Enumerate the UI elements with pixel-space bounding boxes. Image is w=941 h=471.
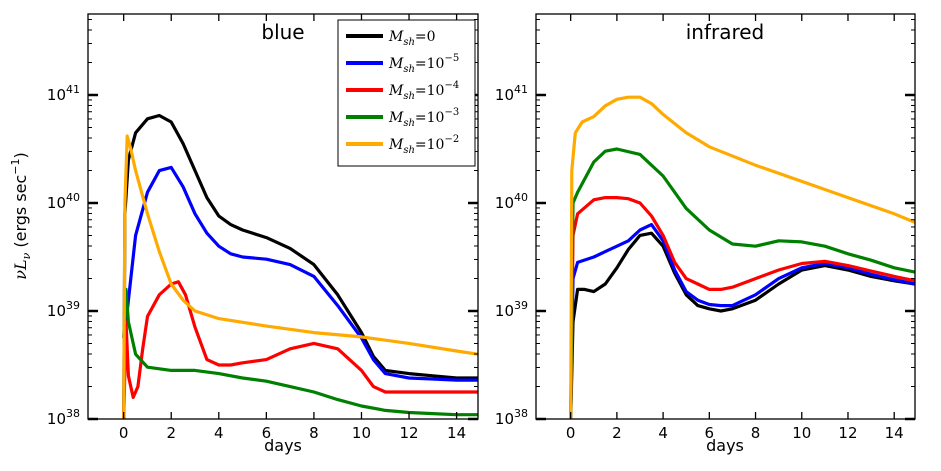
legend-label: Msh=10−3 bbox=[388, 107, 459, 129]
series-line-3 bbox=[569, 147, 915, 419]
y-label-L: L bbox=[11, 259, 30, 271]
x-tick-label: 8 bbox=[309, 424, 319, 442]
series-line-1 bbox=[569, 223, 915, 419]
x-tick-label: 2 bbox=[612, 424, 622, 442]
y-tick-label: 1040 bbox=[47, 191, 80, 212]
x-tick-label: 2 bbox=[166, 424, 176, 442]
x-tick-label: 12 bbox=[399, 424, 418, 442]
y-tick-label: 1040 bbox=[495, 191, 528, 212]
x-tick-label: 0 bbox=[566, 424, 576, 442]
panel-title: infrared bbox=[686, 20, 765, 44]
x-tick-label: 4 bbox=[214, 424, 224, 442]
x-tick-label: 12 bbox=[838, 424, 857, 442]
y-label-nu: ν bbox=[11, 270, 30, 280]
x-tick-label: 10 bbox=[352, 424, 371, 442]
panel-title: blue bbox=[261, 20, 304, 44]
x-tick-label: 8 bbox=[751, 424, 761, 442]
series-line-4 bbox=[569, 95, 915, 419]
series-line-1 bbox=[122, 165, 478, 419]
y-label-exp: −1 bbox=[9, 158, 22, 174]
series-line-0 bbox=[122, 113, 478, 419]
x-tick-label: 6 bbox=[262, 424, 272, 442]
legend-label: Msh=10−5 bbox=[388, 53, 459, 75]
legend-label: Msh=10−4 bbox=[388, 80, 459, 102]
x-tick-label: 14 bbox=[885, 424, 904, 442]
plot-frame bbox=[87, 13, 479, 420]
y-axis-label: νLν (ergs sec−1) bbox=[9, 152, 33, 280]
y-tick-label: 1039 bbox=[495, 299, 528, 320]
y-label-units: (ergs sec bbox=[11, 175, 30, 253]
series-line-3 bbox=[122, 287, 478, 417]
y-tick-label: 1039 bbox=[47, 299, 80, 320]
y-tick-label: 1041 bbox=[47, 83, 80, 104]
plot-frame bbox=[535, 13, 916, 420]
panel-infrared: 0 2 4 6 8 10 12 14 1038 1039 1040 1041 infrared day… bbox=[495, 13, 916, 455]
legend-label: Msh=10−2 bbox=[388, 134, 459, 156]
x-axis-label: days bbox=[264, 436, 302, 455]
legend-box bbox=[337, 19, 476, 167]
y-tick-label: 1038 bbox=[47, 407, 80, 428]
x-tick-label: 10 bbox=[792, 424, 811, 442]
x-axis-label: days bbox=[706, 436, 744, 455]
x-tick-label: 4 bbox=[658, 424, 668, 442]
series-line-4 bbox=[122, 134, 478, 419]
y-tick-label: 1038 bbox=[495, 407, 528, 428]
legend-label: Msh=0 bbox=[388, 29, 436, 48]
y-label-sub: ν bbox=[20, 252, 33, 259]
x-tick-label: 6 bbox=[705, 424, 715, 442]
series-line-0 bbox=[569, 231, 915, 419]
series-line-2 bbox=[122, 280, 478, 419]
series-line-2 bbox=[569, 196, 915, 419]
y-label-close: ) bbox=[11, 152, 30, 158]
y-tick-label: 1041 bbox=[495, 83, 528, 104]
legend: Msh=0 Msh=10−5 Msh=10−4 Msh=10−3 Msh=10−2 bbox=[337, 19, 476, 167]
x-tick-label: 0 bbox=[119, 424, 129, 442]
panel-blue: 0 2 4 6 8 10 12 14 1038 1039 1040 1041 blue days νL… bbox=[9, 13, 479, 455]
x-tick-label: 14 bbox=[447, 424, 466, 442]
